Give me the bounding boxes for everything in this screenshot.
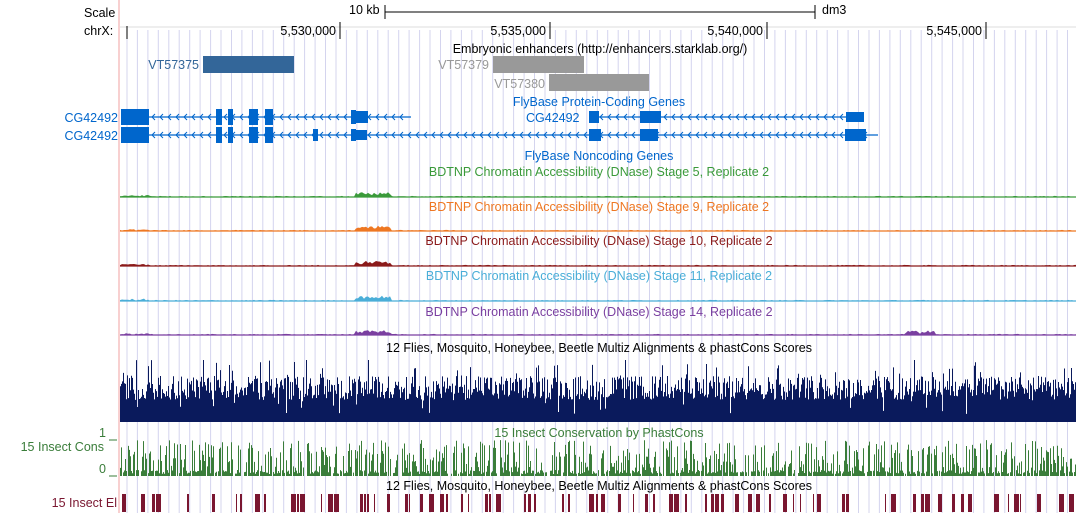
enhancers-track[interactable]: Embryonic enhancers (http://enhancers.st… — [148, 42, 747, 91]
chrom-label: chrX: — [84, 24, 113, 38]
gene-model-row-1[interactable] — [121, 109, 864, 125]
dnase-track-stage-3[interactable]: BDTNP Chromatin Accessibility (DNase) St… — [120, 234, 1076, 267]
cons-track-title: 15 Insect Conservation by PhastCons — [494, 426, 703, 440]
cons-axis-min: 0 — [99, 462, 106, 476]
genes-track-title: FlyBase Protein-Coding Genes — [513, 95, 685, 109]
cons-axis-max: 1 — [99, 426, 106, 440]
enhancer-vt57380-label: VT57380 — [494, 77, 545, 91]
enhancer-vt57380[interactable] — [549, 74, 649, 91]
dnase-track-title: BDTNP Chromatin Accessibility (DNase) St… — [429, 165, 769, 179]
multiz-track-title: 12 Flies, Mosquito, Honeybee, Beetle Mul… — [386, 341, 812, 355]
multiz-conservation-histogram — [120, 360, 1076, 422]
dnase-track-title: BDTNP Chromatin Accessibility (DNase) St… — [426, 269, 772, 283]
conserved-elements — [122, 494, 1074, 512]
grid-lines — [126, 30, 1068, 513]
dnase-track-title: BDTNP Chromatin Accessibility (DNase) St… — [425, 305, 772, 319]
ruler-track[interactable]: Scale chrX: 10 kb dm3 5,530,000 5,535,000… — [84, 3, 1076, 39]
dnase-track-stage-1[interactable]: BDTNP Chromatin Accessibility (DNase) St… — [120, 165, 1076, 198]
ruler-tick-label: 5,530,000 — [280, 24, 336, 38]
dnase-track-stage-5[interactable]: BDTNP Chromatin Accessibility (DNase) St… — [120, 305, 1076, 336]
ruler-tick-label: 5,540,000 — [707, 24, 763, 38]
ruler-tick-label: 5,535,000 — [490, 24, 546, 38]
dnase-track-title: BDTNP Chromatin Accessibility (DNase) St… — [425, 234, 772, 248]
enhancer-vt57379-label: VT57379 — [438, 58, 489, 72]
cons-left-label[interactable]: 15 Insect Cons — [21, 440, 104, 454]
gene-row-2-label[interactable]: CG42492 — [64, 129, 118, 143]
protein-coding-genes-track[interactable]: FlyBase Protein-Coding Genes CG42492 CG4… — [64, 95, 878, 163]
scale-bar-label: 10 kb — [349, 3, 380, 17]
ruler-tick-label: 5,545,000 — [926, 24, 982, 38]
dnase-track-stage-4[interactable]: BDTNP Chromatin Accessibility (DNase) St… — [120, 269, 1076, 302]
noncoding-genes-track-title: FlyBase Noncoding Genes — [525, 149, 674, 163]
enhancer-vt57375[interactable] — [203, 56, 294, 73]
gene-inline-label: CG42492 — [526, 111, 580, 125]
scale-label: Scale — [84, 6, 115, 20]
insect-cons-track[interactable]: 15 Insect Conservation by PhastCons 15 I… — [21, 426, 1076, 477]
phastcons-histogram — [120, 440, 1076, 476]
enhancers-track-title: Embryonic enhancers (http://enhancers.st… — [453, 42, 748, 56]
elements-left-label[interactable]: 15 Insect El — [52, 496, 117, 510]
gene-model-row-2[interactable] — [121, 127, 878, 143]
enhancer-vt57379[interactable] — [493, 56, 584, 73]
enhancer-vt57375-label: VT57375 — [148, 58, 199, 72]
gene-row-1-label[interactable]: CG42492 — [64, 111, 118, 125]
multiz-track[interactable]: 12 Flies, Mosquito, Honeybee, Beetle Mul… — [120, 341, 1076, 422]
assembly-label: dm3 — [822, 3, 846, 17]
dnase-track-title: BDTNP Chromatin Accessibility (DNase) St… — [429, 200, 769, 214]
elements-track-title: 12 Flies, Mosquito, Honeybee, Beetle Mul… — [386, 479, 812, 493]
insect-elements-track[interactable]: 12 Flies, Mosquito, Honeybee, Beetle Mul… — [52, 479, 1074, 512]
dnase-track-stage-2[interactable]: BDTNP Chromatin Accessibility (DNase) St… — [120, 200, 1076, 232]
